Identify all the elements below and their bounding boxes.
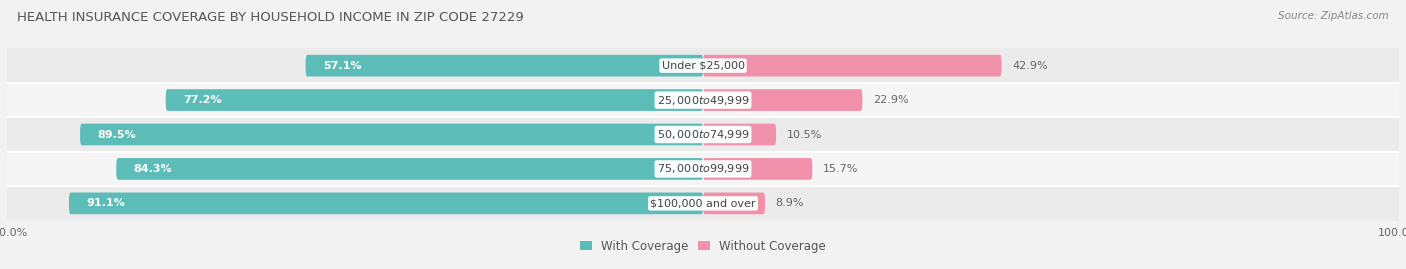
Text: $50,000 to $74,999: $50,000 to $74,999 xyxy=(657,128,749,141)
Bar xyxy=(7,117,1399,152)
FancyBboxPatch shape xyxy=(80,124,703,145)
Text: HEALTH INSURANCE COVERAGE BY HOUSEHOLD INCOME IN ZIP CODE 27229: HEALTH INSURANCE COVERAGE BY HOUSEHOLD I… xyxy=(17,11,523,24)
Text: 91.1%: 91.1% xyxy=(86,198,125,208)
Text: 22.9%: 22.9% xyxy=(873,95,908,105)
Bar xyxy=(7,152,1399,186)
FancyBboxPatch shape xyxy=(166,89,703,111)
Bar xyxy=(7,83,1399,117)
FancyBboxPatch shape xyxy=(703,158,813,180)
Text: 42.9%: 42.9% xyxy=(1012,61,1047,71)
FancyBboxPatch shape xyxy=(703,193,765,214)
Text: 89.5%: 89.5% xyxy=(97,129,136,140)
Text: 57.1%: 57.1% xyxy=(323,61,361,71)
Text: Source: ZipAtlas.com: Source: ZipAtlas.com xyxy=(1278,11,1389,21)
FancyBboxPatch shape xyxy=(703,55,1001,76)
Legend: With Coverage, Without Coverage: With Coverage, Without Coverage xyxy=(579,240,827,253)
Text: Under $25,000: Under $25,000 xyxy=(661,61,745,71)
FancyBboxPatch shape xyxy=(703,89,862,111)
Text: $75,000 to $99,999: $75,000 to $99,999 xyxy=(657,162,749,175)
Text: $25,000 to $49,999: $25,000 to $49,999 xyxy=(657,94,749,107)
Text: 77.2%: 77.2% xyxy=(183,95,222,105)
Text: 10.5%: 10.5% xyxy=(786,129,821,140)
Bar xyxy=(7,186,1399,221)
Bar xyxy=(7,48,1399,83)
FancyBboxPatch shape xyxy=(69,193,703,214)
Text: 15.7%: 15.7% xyxy=(823,164,858,174)
FancyBboxPatch shape xyxy=(117,158,703,180)
Text: 8.9%: 8.9% xyxy=(775,198,804,208)
Text: $100,000 and over: $100,000 and over xyxy=(650,198,756,208)
Text: 84.3%: 84.3% xyxy=(134,164,173,174)
FancyBboxPatch shape xyxy=(703,124,776,145)
FancyBboxPatch shape xyxy=(305,55,703,76)
